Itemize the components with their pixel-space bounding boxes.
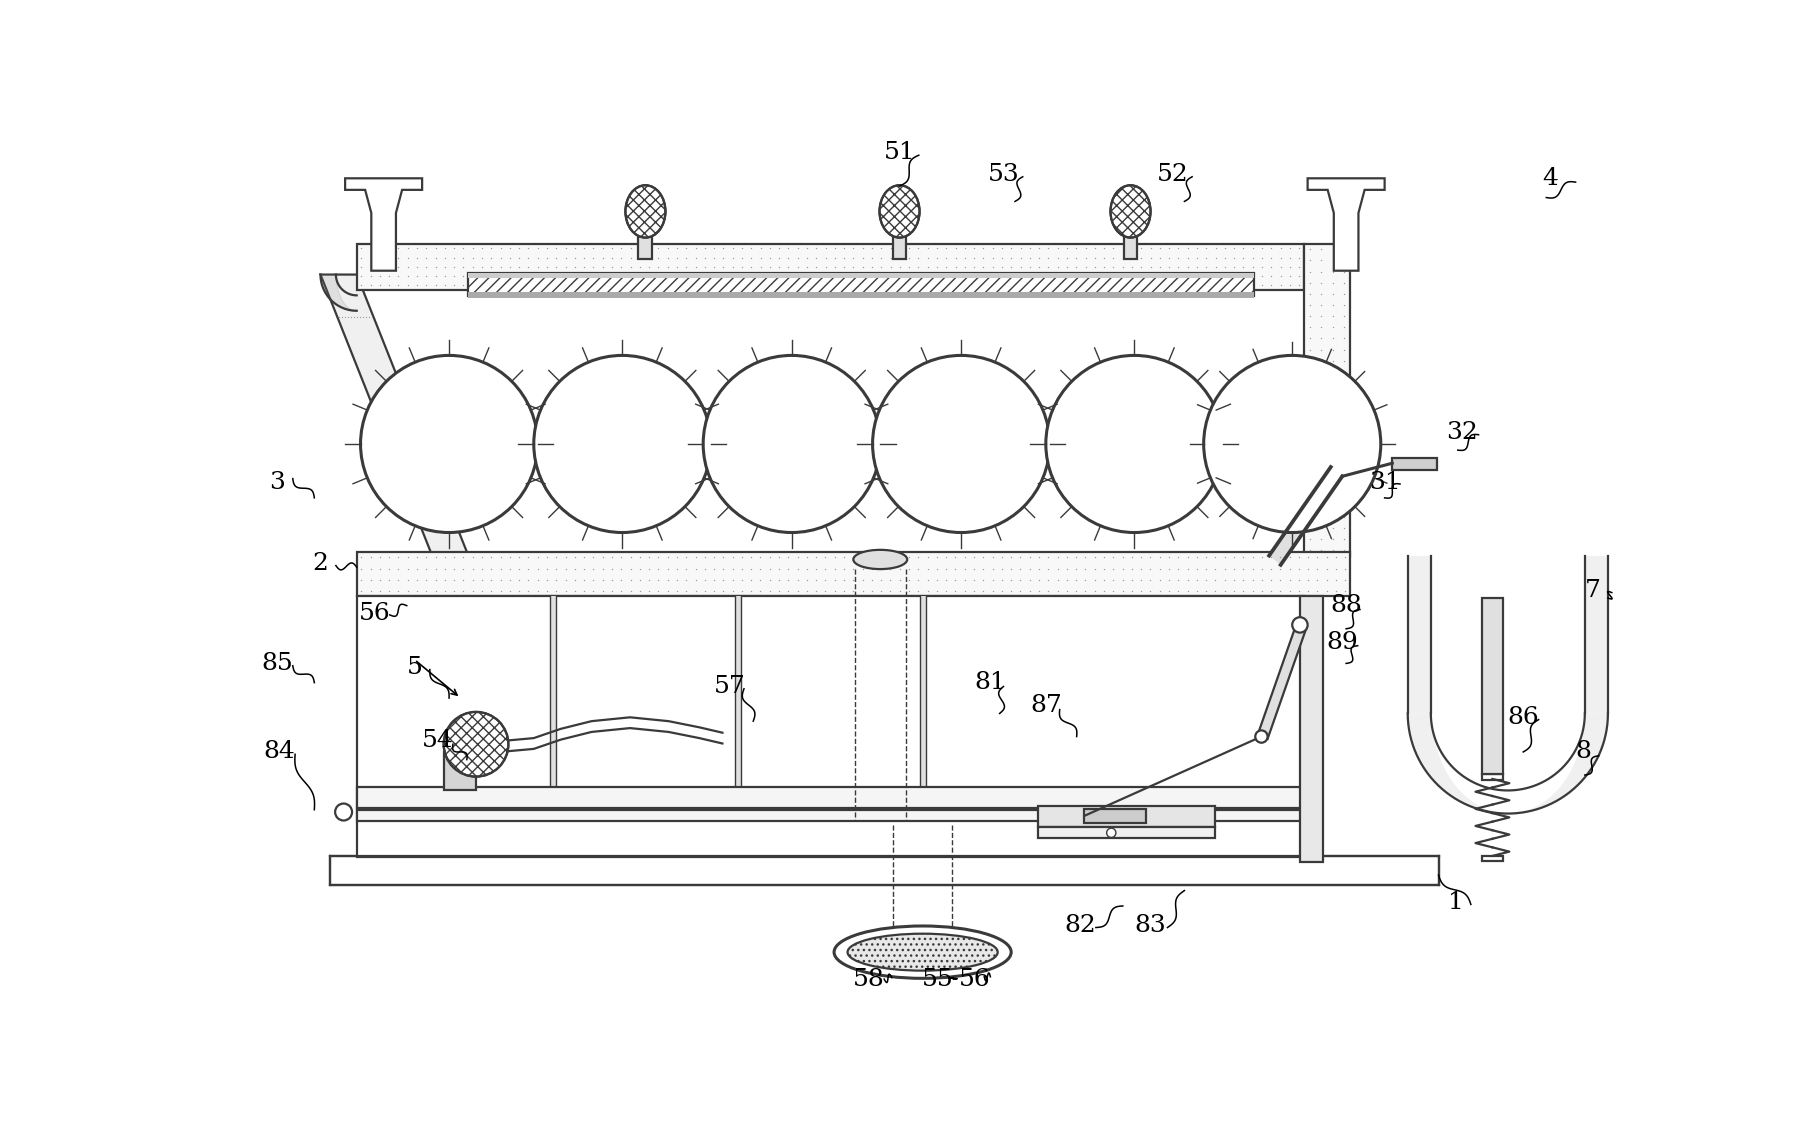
Circle shape — [1203, 356, 1381, 533]
Ellipse shape — [834, 926, 1010, 978]
Polygon shape — [1270, 467, 1342, 565]
Bar — [893, 236, 906, 259]
Circle shape — [1255, 731, 1268, 743]
Text: 83: 83 — [1135, 913, 1165, 937]
Bar — [735, 596, 740, 804]
Text: 55: 55 — [922, 968, 955, 990]
Text: 85: 85 — [261, 651, 294, 675]
Bar — [357, 786, 1304, 808]
Bar — [639, 236, 652, 259]
Text: 58: 58 — [854, 968, 884, 990]
Ellipse shape — [879, 185, 920, 238]
Text: 57: 57 — [715, 675, 746, 698]
Bar — [1392, 458, 1437, 470]
Ellipse shape — [848, 934, 998, 971]
Bar — [468, 291, 1253, 298]
Circle shape — [533, 356, 711, 533]
Text: 31: 31 — [1369, 471, 1401, 494]
Text: 87: 87 — [1030, 695, 1063, 717]
Text: 84: 84 — [263, 741, 295, 764]
Text: 56: 56 — [960, 968, 991, 990]
Text: 56: 56 — [358, 602, 391, 625]
Text: 54: 54 — [421, 729, 454, 752]
Ellipse shape — [625, 185, 665, 238]
Bar — [1037, 827, 1216, 838]
Ellipse shape — [854, 550, 908, 569]
Bar — [920, 596, 926, 804]
Text: 86: 86 — [1507, 706, 1540, 729]
Circle shape — [1106, 828, 1117, 837]
Text: 32: 32 — [1446, 421, 1477, 444]
Text: 4: 4 — [1542, 167, 1558, 190]
Bar — [1304, 244, 1351, 555]
Bar — [1300, 596, 1324, 862]
Bar — [443, 752, 475, 791]
Text: 7: 7 — [1585, 579, 1601, 602]
Circle shape — [360, 356, 538, 533]
Text: 51: 51 — [884, 142, 915, 164]
Bar — [1124, 236, 1138, 259]
Bar — [357, 810, 1304, 821]
Text: 53: 53 — [987, 163, 1019, 186]
Text: 81: 81 — [974, 671, 1007, 695]
Bar — [357, 552, 1351, 596]
Polygon shape — [321, 274, 468, 555]
Bar — [1482, 855, 1504, 861]
Bar — [1482, 774, 1504, 780]
Bar — [468, 273, 1253, 296]
Bar — [1037, 806, 1216, 827]
Bar — [357, 596, 1304, 857]
Text: 82: 82 — [1064, 913, 1097, 937]
Text: 8: 8 — [1576, 741, 1592, 764]
Circle shape — [1046, 356, 1223, 533]
Polygon shape — [346, 178, 421, 271]
Bar — [1482, 598, 1504, 774]
Text: 5: 5 — [407, 656, 423, 679]
Text: 52: 52 — [1156, 163, 1189, 186]
Circle shape — [443, 712, 508, 776]
Text: 88: 88 — [1331, 594, 1362, 617]
Text: 1: 1 — [1448, 891, 1464, 913]
Circle shape — [872, 356, 1050, 533]
Bar — [330, 855, 1439, 885]
Text: 3: 3 — [270, 471, 285, 494]
Bar — [1408, 555, 1430, 714]
Polygon shape — [1257, 625, 1306, 739]
Bar — [1585, 555, 1608, 714]
Circle shape — [335, 803, 351, 820]
Circle shape — [1293, 617, 1308, 632]
Text: 89: 89 — [1326, 631, 1358, 654]
Bar — [357, 244, 1304, 290]
Circle shape — [702, 356, 881, 533]
Bar — [549, 596, 557, 804]
Ellipse shape — [1111, 185, 1151, 238]
Text: 2: 2 — [313, 552, 328, 574]
Bar — [468, 273, 1253, 278]
Polygon shape — [1308, 178, 1385, 271]
Bar — [1084, 809, 1145, 823]
